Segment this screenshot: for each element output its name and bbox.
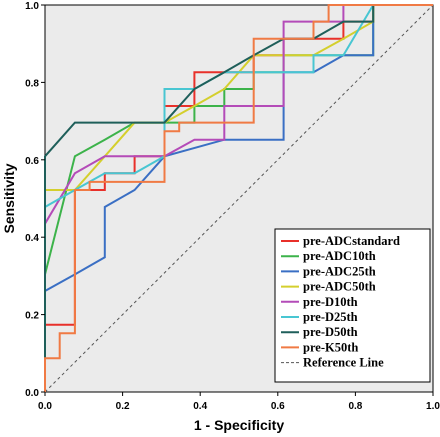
x-tick-label: 0.8 <box>348 401 362 412</box>
legend-label: pre-ADC10th <box>303 249 376 263</box>
reference-line-layer <box>44 4 434 393</box>
legend-label: pre-ADC25th <box>303 264 376 278</box>
x-tick-label: 0.4 <box>193 401 207 412</box>
series-line-pre-K50th <box>44 4 433 392</box>
x-tick-label: 0.6 <box>271 401 285 412</box>
x-tick-label: 0.0 <box>38 401 52 412</box>
legend-label: pre-ADC50th <box>303 280 376 294</box>
y-tick-label: 0.8 <box>25 78 39 89</box>
y-tick-label: 0.0 <box>25 388 39 399</box>
reference-line <box>44 4 434 393</box>
series-line-pre-ADC50th <box>44 4 433 392</box>
x-tick-label: 1.0 <box>426 401 440 412</box>
y-tick-label: 0.6 <box>25 156 39 167</box>
x-axis: 0.0 0.2 0.4 0.6 0.8 1.0 <box>38 392 440 412</box>
legend-label: pre-D10th <box>303 295 358 309</box>
legend-label: pre-D50th <box>303 325 358 339</box>
y-tick-label: 0.2 <box>25 311 39 322</box>
x-tick-label: 0.2 <box>116 401 130 412</box>
legend-label: pre-K50th <box>303 340 358 354</box>
legend-box <box>274 228 431 383</box>
legend-label: pre-ADCstandard <box>303 234 400 248</box>
series-layer <box>44 4 433 392</box>
y-axis: 0.0 0.2 0.4 0.6 0.8 1.0 <box>25 1 45 399</box>
series-line-pre-ADC25th <box>44 4 433 392</box>
series-line-pre-D50th <box>44 4 433 392</box>
y-tick-label: 0.4 <box>25 233 39 244</box>
x-axis-title: 1 - Specificity <box>194 417 284 433</box>
y-axis-title: Sensitivity <box>1 163 17 233</box>
legend-label: pre-D25th <box>303 310 358 324</box>
legend-label: Reference Line <box>303 356 384 370</box>
y-tick-label: 1.0 <box>25 1 39 12</box>
